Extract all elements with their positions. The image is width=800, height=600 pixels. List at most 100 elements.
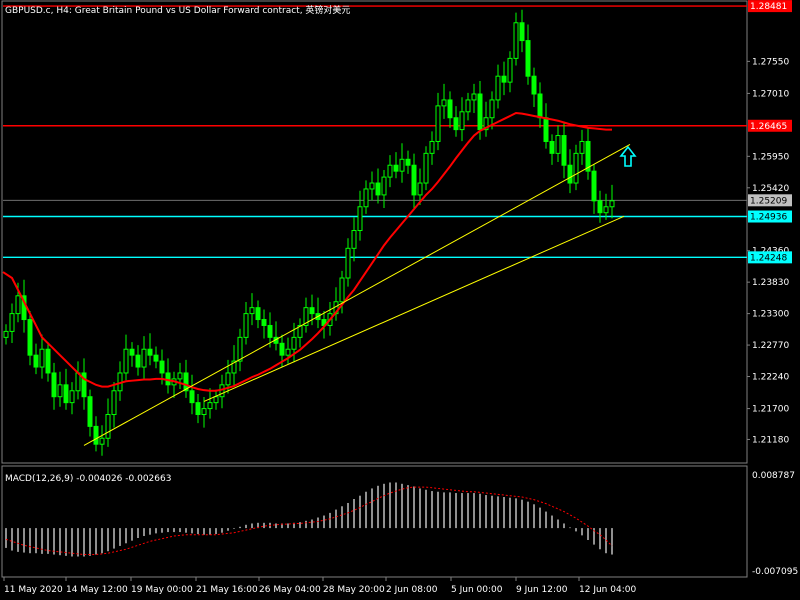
candle	[105, 398, 111, 447]
candle	[51, 362, 57, 410]
candle-body	[141, 348, 147, 368]
candle-body	[513, 22, 519, 59]
candle-body	[261, 319, 267, 326]
candle-body	[345, 247, 351, 279]
macd-y-tick-label: 0.008787	[752, 471, 795, 481]
candle	[351, 217, 357, 262]
candle	[435, 92, 441, 151]
candle	[483, 101, 489, 137]
candle-body	[309, 307, 315, 315]
trend-line	[83, 144, 631, 446]
trend-line	[203, 215, 625, 402]
candle	[417, 168, 423, 205]
candle-body	[495, 75, 501, 101]
candle	[399, 143, 405, 183]
price-level-badge	[748, 119, 792, 132]
candle	[141, 336, 147, 381]
candle-body	[525, 40, 531, 77]
x-tick-label: 12 Jun 04:00	[579, 585, 636, 595]
candle-body	[501, 75, 507, 83]
candle-body	[279, 342, 285, 356]
candle	[501, 61, 507, 96]
candle-body	[51, 372, 57, 398]
candle	[27, 310, 33, 366]
candle	[33, 343, 39, 375]
candle-body	[201, 408, 207, 416]
macd-y-tick-label: -0.007095	[752, 567, 798, 577]
candle-body	[207, 402, 213, 410]
candle	[345, 238, 351, 287]
candle	[369, 171, 375, 201]
x-tick-label: 21 May 16:00	[196, 585, 258, 595]
candle-body	[99, 437, 105, 445]
candle	[423, 146, 429, 191]
candle-body	[351, 230, 357, 249]
candle	[525, 24, 531, 85]
candle	[99, 425, 105, 456]
candle-body	[549, 140, 555, 154]
candle	[57, 371, 63, 407]
candle-body	[177, 372, 183, 380]
candle	[591, 164, 597, 214]
candle	[261, 309, 267, 339]
candle-body	[609, 200, 615, 208]
candle	[507, 51, 513, 93]
price-level-badge-label: 1.26465	[750, 122, 787, 132]
price-level-badge-label: 1.28481	[750, 2, 787, 12]
candle-body	[339, 277, 345, 303]
y-tick-label: 1.27550	[752, 57, 789, 67]
candle-body	[375, 182, 381, 196]
candle-body	[183, 372, 189, 392]
candle-body	[57, 384, 63, 398]
macd-header: MACD(12,26,9) -0.004026 -0.002663	[5, 474, 171, 484]
y-tick-label: 1.27010	[752, 89, 789, 99]
x-tick-label: 11 May 2020	[4, 585, 63, 595]
candle	[573, 144, 579, 191]
candle	[555, 125, 561, 162]
candle	[303, 297, 309, 333]
candle	[375, 168, 381, 204]
candle-body	[297, 324, 303, 338]
candle	[561, 122, 567, 179]
candle-body	[507, 57, 513, 83]
x-tick-label: 14 May 12:00	[66, 585, 128, 595]
candle	[255, 300, 261, 329]
candle-body	[231, 360, 237, 374]
x-tick-label: 26 May 04:00	[259, 585, 321, 595]
candle	[447, 91, 453, 128]
axis-layer: 1.275501.270101.259501.254201.243601.238…	[3, 0, 798, 595]
candle	[249, 293, 255, 326]
candle-body	[405, 158, 411, 166]
candle-body	[471, 93, 477, 101]
candle-body	[453, 117, 459, 131]
price-panel-frame	[1, 0, 748, 464]
candle	[147, 333, 153, 366]
candle-body	[399, 158, 405, 172]
y-tick-label: 1.25950	[752, 152, 789, 162]
candle	[357, 190, 363, 241]
candle	[87, 389, 93, 437]
candle-body	[519, 22, 525, 42]
up-arrow-icon	[619, 145, 637, 167]
price-level-badge	[748, 210, 792, 223]
candle-body	[393, 164, 399, 172]
candle-body	[147, 348, 153, 356]
candle-body	[579, 140, 585, 154]
price-level-badge-label: 1.24248	[750, 253, 787, 263]
candle-body	[15, 295, 21, 315]
candle-body	[561, 135, 567, 166]
candle	[267, 312, 273, 348]
macd-layer	[5, 482, 613, 557]
candle	[3, 324, 9, 345]
candle-body	[363, 188, 369, 208]
x-tick-label: 19 May 00:00	[131, 585, 193, 595]
candle	[81, 358, 87, 410]
candle-body	[531, 75, 537, 95]
candle	[237, 328, 243, 372]
candle-body	[225, 372, 231, 386]
candle-body	[69, 390, 75, 404]
candle-body	[543, 117, 549, 142]
candle-body	[597, 200, 603, 214]
candle-body	[105, 414, 111, 439]
